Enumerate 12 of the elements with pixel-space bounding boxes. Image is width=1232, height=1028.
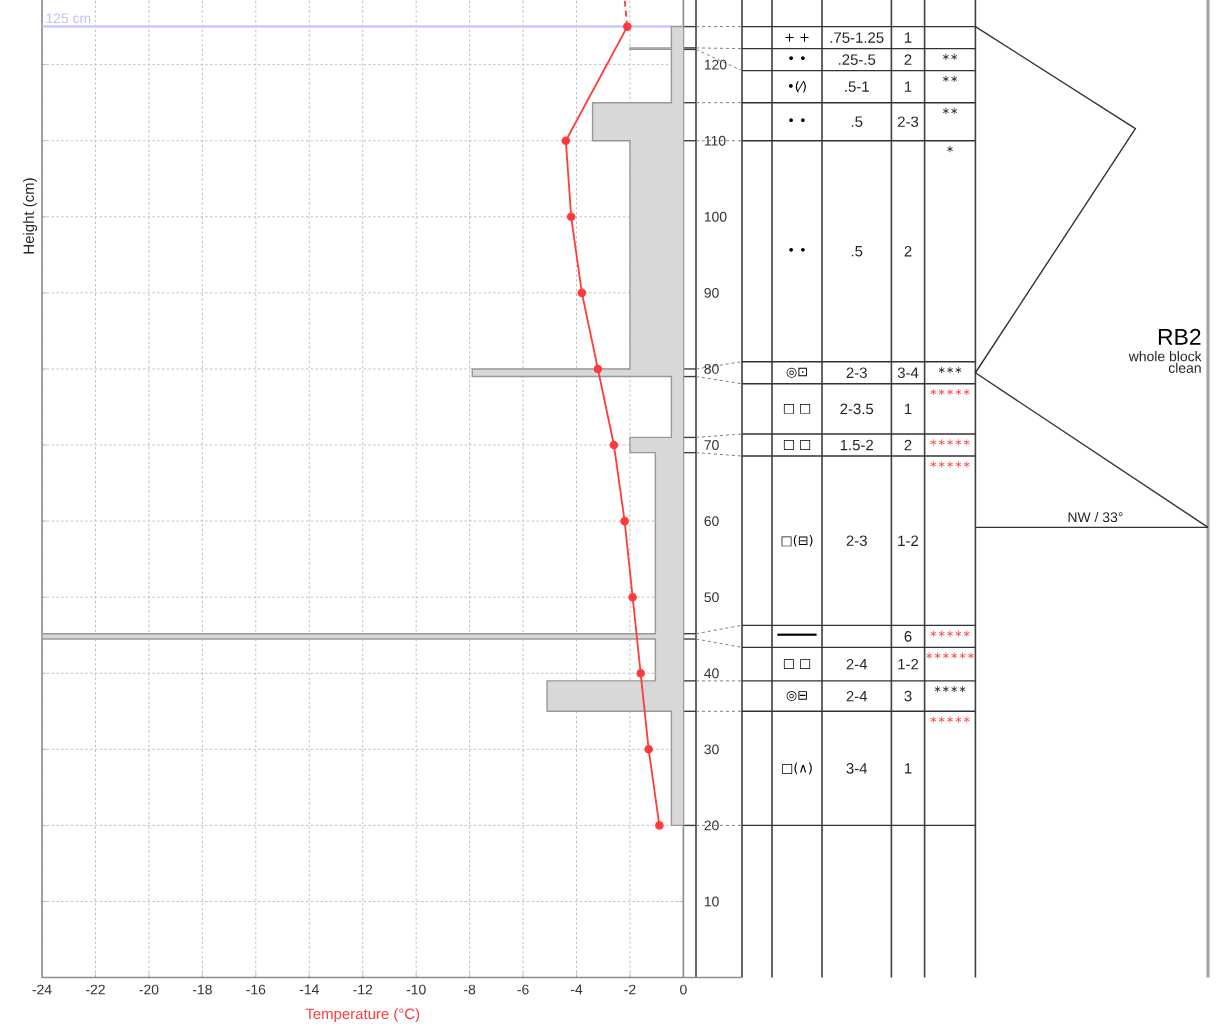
point	[577, 288, 587, 298]
text: RB2	[1158, 328, 1201, 345]
point	[593, 364, 603, 374]
point	[628, 592, 637, 602]
point	[644, 745, 653, 754]
point	[566, 212, 576, 222]
point	[620, 516, 629, 526]
point	[561, 136, 571, 146]
point	[655, 821, 664, 830]
point	[609, 440, 619, 450]
point	[636, 668, 645, 678]
point	[622, 22, 632, 31]
